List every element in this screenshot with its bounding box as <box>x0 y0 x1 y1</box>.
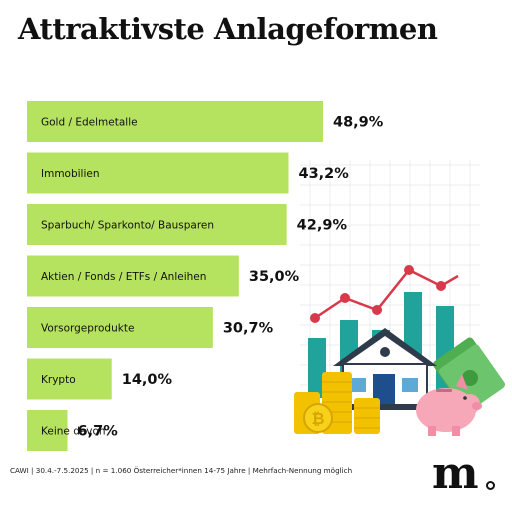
bar-label-2: Sparbuch/ Sparkonto/ Bausparen <box>41 220 214 232</box>
bar-2 <box>27 204 287 245</box>
value-label-3: 35,0% <box>249 269 300 285</box>
value-label-1: 43,2% <box>298 166 349 182</box>
value-label-0: 48,9% <box>333 115 384 131</box>
brand-logo: m <box>432 448 479 499</box>
logo-dot <box>486 481 495 490</box>
value-label-6: 6,7% <box>78 424 119 440</box>
bar-label-3: Aktien / Fonds / ETFs / Anleihen <box>41 271 206 283</box>
bar-0 <box>27 101 323 142</box>
bar-4 <box>27 307 213 348</box>
bitcoin-icon: ₿ <box>303 403 333 433</box>
value-label-4: 30,7% <box>223 321 274 337</box>
footer-note: CAWI | 30.4.-7.5.2025 | n = 1.060 Österr… <box>10 466 353 475</box>
bar-label-0: Gold / Edelmetalle <box>41 117 138 129</box>
value-label-2: 42,9% <box>297 218 348 234</box>
bar-6 <box>27 410 68 451</box>
chart-title: Attraktivste Anlageformen <box>18 12 438 46</box>
value-label-5: 14,0% <box>122 372 173 388</box>
bar-label-5: Krypto <box>41 374 76 386</box>
piggy-bank-icon <box>416 374 482 436</box>
bar-3 <box>27 255 239 297</box>
bar-5 <box>27 358 112 400</box>
svg-text:₿: ₿ <box>311 409 324 428</box>
bar-label-4: Vorsorgeprodukte <box>41 323 134 335</box>
bar-label-1: Immobilien <box>41 168 100 180</box>
bar-1 <box>27 152 289 194</box>
bar-label-6: Keine davon <box>41 426 106 438</box>
